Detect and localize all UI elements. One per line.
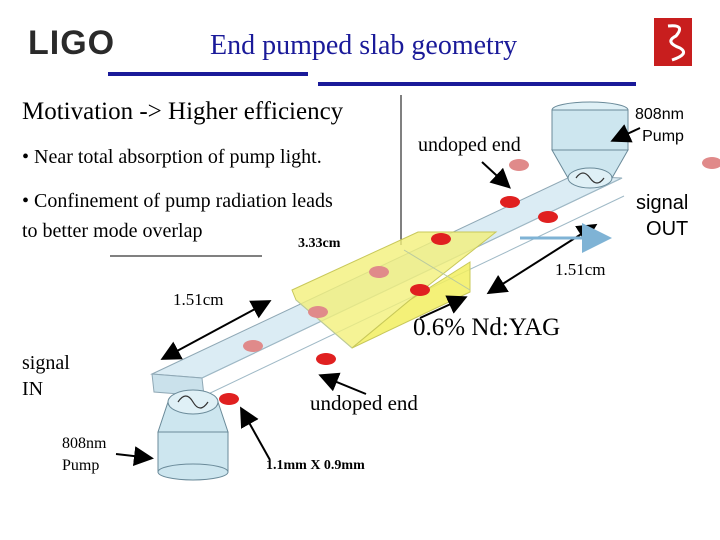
pump-top-graphic: [551, 101, 629, 189]
doped-region-front: [351, 261, 471, 349]
label-pump-bottom: 808nm Pump: [62, 433, 106, 477]
ndyag-arrow: [419, 295, 468, 319]
dim-arrow-right: [486, 223, 598, 295]
label-cross-section: 1.1mm X 0.9mm: [266, 458, 365, 473]
bullet-confinement-cont: to better mode overlap: [22, 220, 203, 242]
logo-text: LIGO: [28, 24, 116, 62]
pump-bottom-line-1: 808nm: [62, 435, 107, 452]
label-length: 3.33cm: [298, 236, 341, 251]
label-pump-top: 808nm Pump: [635, 104, 684, 148]
spot: [369, 266, 389, 278]
ligo-logo: [654, 18, 692, 66]
signal-out-line-2: OUT: [646, 218, 689, 240]
motivation-heading: Motivation -> Higher efficiency: [22, 98, 344, 125]
label-undoped-end-bottom: undoped end: [310, 391, 418, 415]
spot: [410, 284, 430, 296]
spot: [538, 211, 558, 223]
slab-dims-arrow: [240, 406, 271, 461]
undoped-top-arrow: [481, 161, 511, 189]
beam-spots: [219, 157, 720, 405]
page-title: End pumped slab geometry: [210, 30, 518, 61]
bullet-absorption: • Near total absorption of pump light.: [22, 146, 322, 168]
undoped-bottom-arrow: [318, 372, 367, 395]
label-width-right: 1.51cm: [555, 260, 606, 279]
pump-bottom-graphic: [157, 389, 229, 481]
label-undoped-end-top: undoped end: [418, 134, 521, 156]
spot: [702, 157, 720, 169]
dim-arrow-left: [160, 300, 272, 360]
spot: [219, 393, 239, 405]
signal-in-line-2: IN: [22, 378, 44, 400]
spot: [316, 353, 336, 365]
doped-edge-a: [403, 249, 471, 291]
spot: [308, 306, 328, 318]
spot: [431, 233, 451, 245]
spot: [243, 340, 263, 352]
label-width-left: 1.51cm: [173, 290, 224, 309]
spot: [500, 196, 520, 208]
pump-bottom-arrow: [115, 446, 154, 467]
label-signal-in: signal IN: [22, 350, 70, 402]
signal-in-line-1: signal: [22, 352, 70, 374]
signal-out-line-1: signal: [636, 192, 689, 214]
pump-top-line-2: Pump: [642, 128, 684, 145]
bullet-confinement: • Confinement of pump radiation leads: [22, 190, 333, 212]
spot: [509, 159, 529, 171]
pump-top-arrow: [610, 124, 641, 143]
label-gain-medium: 0.6% Nd:YAG: [413, 314, 561, 341]
pump-top-line-1: 808nm: [635, 106, 684, 123]
pump-bottom-line-2: Pump: [62, 457, 100, 474]
label-signal-out: signal OUT: [636, 190, 688, 242]
doped-edge-b: [295, 299, 353, 349]
